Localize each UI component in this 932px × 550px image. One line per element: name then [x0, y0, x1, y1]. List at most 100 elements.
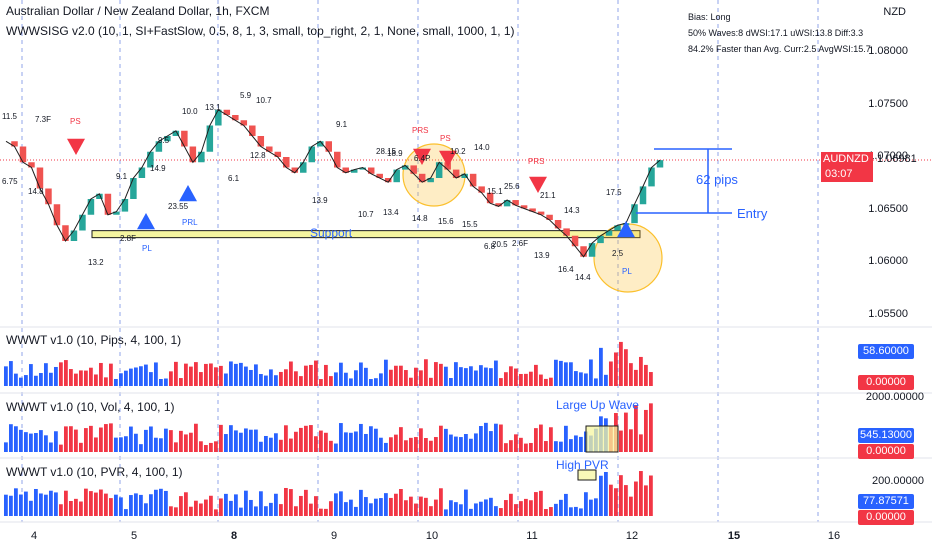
wave-label: 10.7	[358, 210, 374, 219]
pips-bar	[304, 365, 308, 386]
pips-bar	[154, 362, 158, 386]
price-candle	[79, 214, 86, 231]
pips-bar	[149, 372, 153, 386]
volume-bar	[514, 434, 518, 452]
price-candle	[359, 167, 366, 170]
time-tick: 4	[30, 530, 38, 542]
pvr-bar	[69, 500, 73, 516]
wave-label: 14.9	[150, 164, 166, 173]
volume-bar	[239, 432, 243, 452]
pvr-bar	[4, 494, 8, 516]
pvr-bar	[234, 494, 238, 516]
pvr-bar	[269, 502, 273, 516]
pvr-bar	[454, 502, 458, 516]
time-tick: 9	[330, 530, 338, 542]
pvr-bar	[219, 498, 223, 516]
price-candle	[11, 141, 18, 147]
price-candle	[367, 167, 375, 174]
pips-bar	[404, 370, 408, 386]
time-tick: 11	[526, 530, 538, 542]
wave-label: 20.5	[492, 240, 508, 249]
wave-label: 7.3F	[35, 115, 51, 124]
volume-bar	[114, 437, 118, 452]
volume-bar	[299, 427, 303, 452]
pvr-bar	[369, 503, 373, 516]
pips-bar	[349, 378, 353, 386]
pips-bar	[649, 372, 653, 386]
wave-label: 25.6	[504, 182, 520, 191]
pips-bar	[514, 368, 518, 386]
price-candle	[283, 157, 290, 168]
price-candle	[631, 204, 638, 224]
price-candle	[537, 211, 545, 215]
pvr-bar	[109, 498, 113, 516]
volume-bar	[49, 442, 53, 452]
wave-label: 2.5	[612, 249, 624, 258]
pvr-bar	[509, 493, 513, 516]
pvr-bar	[629, 496, 633, 516]
pips-bar	[4, 366, 8, 386]
vol-value-badge: 545.13000	[858, 428, 914, 443]
pvr-bar	[249, 499, 253, 516]
pvr-bar	[419, 496, 423, 516]
volume-bar	[529, 442, 533, 452]
pips-bar	[489, 368, 493, 386]
price-candle	[164, 136, 171, 142]
wave-label: 5.9	[240, 91, 252, 100]
vol-panel-title: WWWT v1.0 (10, Vol, 4, 100, 1)	[6, 400, 175, 414]
price-candle	[36, 167, 44, 189]
pips-bar	[169, 371, 173, 386]
price-candle	[96, 193, 103, 199]
price-candle	[155, 141, 163, 152]
pvr-bar	[89, 491, 93, 516]
time-tick: 16	[827, 530, 841, 542]
volume-bar	[34, 433, 38, 452]
faster-line: 84.2% Faster than Avg. Curr:2.5 AvgWSI:1…	[688, 44, 871, 54]
pvr-bar	[254, 506, 258, 516]
sell-triangle	[413, 148, 431, 165]
pvr-bar	[119, 497, 123, 516]
pips-bar	[599, 347, 603, 386]
price-candle	[580, 246, 587, 257]
pips-bar	[579, 372, 583, 386]
volume-bar	[174, 442, 178, 452]
volume-bar	[569, 439, 573, 452]
volume-bar	[404, 440, 408, 452]
pips-bar	[239, 362, 243, 386]
wave-label: PRS	[412, 126, 428, 135]
pvr-bar	[589, 499, 593, 516]
buy-triangle	[617, 221, 635, 238]
pips-bar	[609, 361, 613, 386]
high-pvr-label: High PVR	[556, 458, 609, 472]
price-candle	[546, 214, 553, 220]
pvr-bar	[484, 499, 488, 516]
pips-bar	[114, 378, 118, 386]
pvr-bar	[159, 488, 163, 516]
volume-bar	[194, 423, 198, 452]
pvr-bar	[329, 501, 333, 516]
volume-bar	[629, 429, 633, 452]
price-candle	[45, 188, 52, 205]
price-candle	[334, 151, 341, 168]
wave-label: 13.9	[534, 251, 550, 260]
pvr-bar	[424, 497, 428, 516]
pips-bar	[99, 362, 103, 386]
pvr-bar	[29, 500, 33, 516]
pvr-bar	[464, 489, 468, 516]
pvr-bar	[14, 488, 18, 516]
pips-bar	[474, 370, 478, 386]
pips-bar	[644, 364, 648, 386]
pips-bar	[204, 363, 208, 386]
price-tag: AUDNZD 1.06981 03:07	[821, 152, 917, 182]
pips-bar	[24, 375, 28, 386]
pips-bar	[14, 373, 18, 386]
large-up-wave-label: Large Up Wave	[556, 398, 639, 412]
pvr-bar	[24, 491, 28, 516]
wave-label: PS	[70, 117, 81, 126]
price-candle	[486, 192, 494, 204]
pips-bar	[269, 369, 273, 386]
price-candle	[520, 205, 528, 209]
volume-bar	[129, 426, 133, 452]
price-candle	[648, 167, 655, 187]
pvr-bar	[194, 500, 198, 516]
